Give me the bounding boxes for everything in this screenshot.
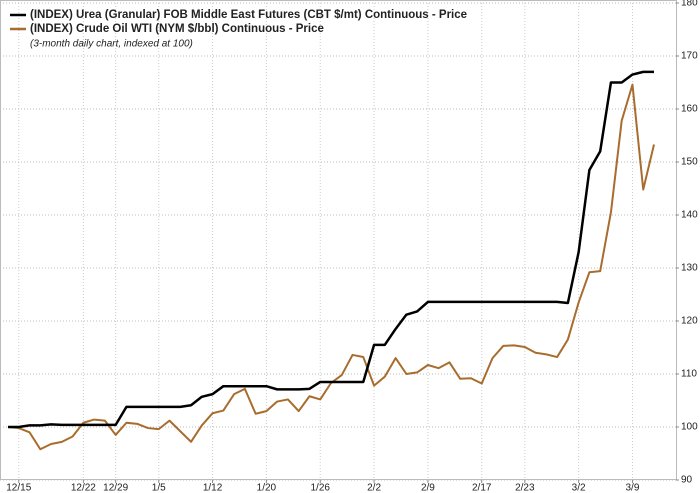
x-tick-label: 12/15 <box>6 483 31 493</box>
x-tick-label: 1/12 <box>203 483 223 493</box>
y-tick-label: 170 <box>681 51 698 62</box>
y-tick-label: 100 <box>681 422 698 433</box>
series-line <box>7 83 655 451</box>
y-tick-label: 90 <box>681 475 693 486</box>
y-tick-label: 150 <box>681 157 698 168</box>
y-tick-label: 140 <box>681 210 698 221</box>
legend-entry: (INDEX) Crude Oil WTI (NYM $/bbl) Contin… <box>30 23 324 35</box>
x-tick-label: 2/17 <box>472 483 492 493</box>
x-tick-label: 12/29 <box>103 483 128 493</box>
legend-entry: (INDEX) Urea (Granular) FOB Middle East … <box>30 9 467 21</box>
x-tick-label: 1/5 <box>152 483 166 493</box>
x-tick-label: 1/20 <box>257 483 277 493</box>
x-tick-label: 3/9 <box>626 483 640 493</box>
x-tick-label: 3/2 <box>572 483 586 493</box>
y-tick-label: 130 <box>681 263 698 274</box>
x-tick-label: 2/2 <box>367 483 381 493</box>
x-tick-label: 12/22 <box>71 483 96 493</box>
x-tick-label: 1/26 <box>310 483 330 493</box>
y-tick-label: 120 <box>681 316 698 327</box>
plot-frame <box>0 0 677 480</box>
y-tick-label: 160 <box>681 104 698 115</box>
y-tick-label: 180 <box>681 0 698 9</box>
x-tick-label: 2/9 <box>421 483 435 493</box>
y-tick-label: 110 <box>681 369 697 380</box>
series-line <box>8 70 654 429</box>
chart-subtitle: (3-month daily chart, indexed at 100) <box>30 39 193 50</box>
x-tick-label: 2/23 <box>515 483 535 493</box>
